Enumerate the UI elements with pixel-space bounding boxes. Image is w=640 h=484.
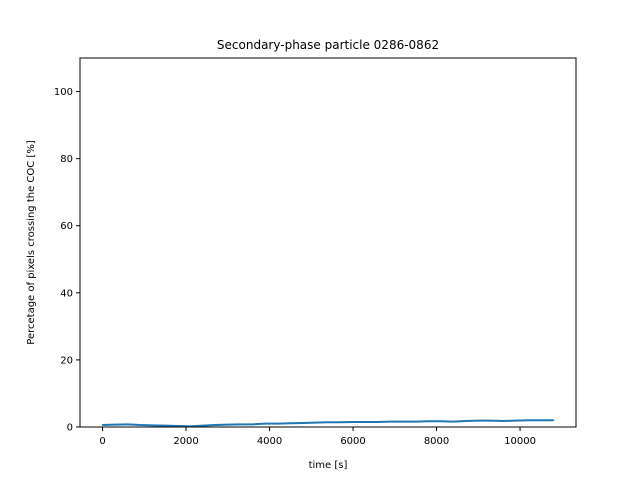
- y-tick-label: 100: [54, 87, 73, 98]
- data-point: [502, 420, 505, 422]
- data-point: [427, 420, 430, 423]
- y-tick-label: 40: [60, 288, 73, 299]
- y-tick-label: 60: [60, 221, 73, 232]
- y-axis-ticks: 0 20 40 60 80 100: [54, 87, 80, 434]
- y-tick-label: 80: [60, 154, 73, 165]
- data-point: [252, 423, 254, 426]
- axes-frame: [79, 57, 577, 428]
- x-tick-label: 2000: [173, 436, 198, 447]
- data-point: [377, 421, 379, 423]
- data-point: [151, 424, 154, 427]
- data-point: [527, 419, 530, 422]
- data-point: [176, 425, 179, 427]
- data-point: [139, 424, 141, 426]
- y-tick-label: 20: [60, 355, 73, 366]
- data-point: [289, 422, 292, 425]
- data-point: [201, 424, 204, 427]
- data-point: [239, 423, 242, 426]
- x-tick-label: 4000: [257, 436, 282, 447]
- data-point: [114, 423, 116, 426]
- data-point: [364, 421, 367, 423]
- data-point: [464, 420, 467, 422]
- x-tick-label: 8000: [424, 436, 449, 447]
- data-point: [439, 420, 442, 423]
- data-point: [352, 421, 354, 423]
- x-tick-label: 10000: [504, 436, 536, 447]
- data-point: [164, 424, 166, 427]
- data-point: [101, 424, 104, 426]
- y-tick-label: 0: [67, 423, 73, 434]
- data-point: [302, 422, 304, 424]
- data-point: [552, 419, 555, 422]
- data-point: [327, 421, 329, 424]
- y-axis-label: Percetage of pixels crossing the COC [%]: [26, 140, 37, 345]
- data-point: [389, 420, 392, 423]
- data-point: [515, 419, 517, 422]
- data-point: [490, 419, 492, 422]
- data-point: [314, 421, 317, 424]
- data-point: [277, 422, 279, 425]
- x-axis-ticks: 0 2000 4000 6000 8000 10000: [99, 427, 536, 447]
- data-point: [414, 420, 417, 423]
- data-point: [477, 419, 480, 422]
- data-point: [339, 421, 342, 424]
- plot-area: [101, 419, 555, 428]
- x-tick-label: 0: [99, 436, 105, 447]
- data-point: [402, 420, 404, 423]
- data-point: [227, 423, 229, 426]
- data-point: [214, 424, 217, 426]
- data-point: [264, 422, 267, 425]
- x-axis-label: time [s]: [309, 460, 348, 471]
- data-point: [452, 420, 455, 423]
- data-point: [540, 419, 542, 422]
- data-point: [126, 423, 129, 426]
- chart-title: Secondary-phase particle 0286-0862: [217, 38, 439, 52]
- x-tick-label: 6000: [340, 436, 365, 447]
